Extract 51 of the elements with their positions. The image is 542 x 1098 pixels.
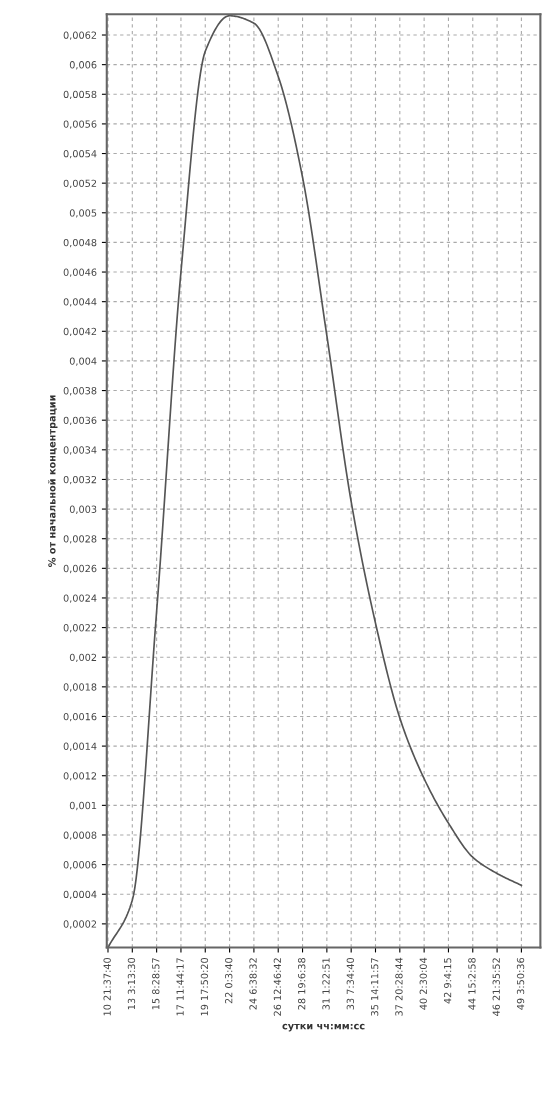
y-tick-label: 0,0036 [63,416,97,426]
x-tick-label: 28 19:6:38 [298,957,306,1010]
y-tick-label: 0,0024 [63,594,97,603]
x-tick-label: 37 20:28:44 [395,957,403,1016]
y-tick-label: 0,0052 [63,179,97,188]
y-tick-label: 0,0014 [63,742,97,751]
x-tick-label: 44 15:2:58 [468,957,476,1010]
x-tick-label: 35 14:11:57 [370,958,379,1016]
y-tick-label: 0,0046 [63,268,97,277]
y-tick-label: 0,0062 [63,31,97,40]
x-tick-label: 19 17:50:20 [200,957,209,1016]
x-tick-label: 40 2:30:04 [419,957,427,1010]
y-tick-label: 0,0044 [63,298,97,307]
y-tick-label: 0,004 [69,357,97,366]
y-axis-title: % от начальной концентрации [48,395,58,567]
x-tick-label: 10 21:37:40 [103,957,111,1016]
x-tick-label: 15 8:28:57 [152,958,160,1010]
y-tick-label: 0,0032 [63,475,97,485]
y-tick-label: 0,0008 [63,831,97,840]
y-tick-label: 0,003 [69,505,97,514]
y-tick-label: 0,001 [69,801,97,811]
y-tick-label: 0,005 [69,209,97,218]
y-tick-label: 0,0026 [63,564,97,574]
y-tick-label: 0,0028 [63,535,97,544]
y-tick-label: 0,0006 [63,861,97,870]
y-tick-label: 0,0034 [63,446,97,455]
y-tick-label: 0,0042 [63,327,97,337]
y-tick-label: 0,0038 [63,387,97,396]
y-tick-label: 0,002 [69,653,97,663]
y-tick-label: 0,0002 [63,920,97,929]
y-tick-label: 0,0012 [63,772,97,781]
y-tick-label: 0,0054 [63,150,97,159]
y-tick-label: 0,006 [69,61,97,70]
x-tick-label: 22 0:3:40 [225,957,233,1004]
x-tick-label: 31 1:22:51 [322,958,330,1010]
x-tick-label: 33 7:34:40 [346,957,354,1010]
x-tick-label: 26 12:46:42 [273,958,282,1016]
y-tick-label: 0,0016 [63,712,97,722]
y-tick-label: 0,0048 [63,238,97,248]
x-axis-title: сутки чч:мм:сс [282,1023,365,1032]
y-tick-label: 0,0004 [63,890,97,900]
x-tick-label: 42 9:4:15 [443,958,452,1004]
x-tick-label: 24 6:38:32 [249,958,257,1010]
x-tick-label: 17 11:44:17 [176,958,184,1016]
x-tick-label: 49 3:50:36 [516,957,525,1010]
x-tick-label: 46 21:35:52 [492,958,500,1016]
y-tick-label: 0,0056 [63,120,97,129]
y-tick-label: 0,0022 [63,624,97,633]
x-tick-label: 13 3:13:30 [127,957,136,1010]
y-tick-label: 0,0018 [63,683,97,692]
y-tick-label: 0,0058 [63,90,97,100]
